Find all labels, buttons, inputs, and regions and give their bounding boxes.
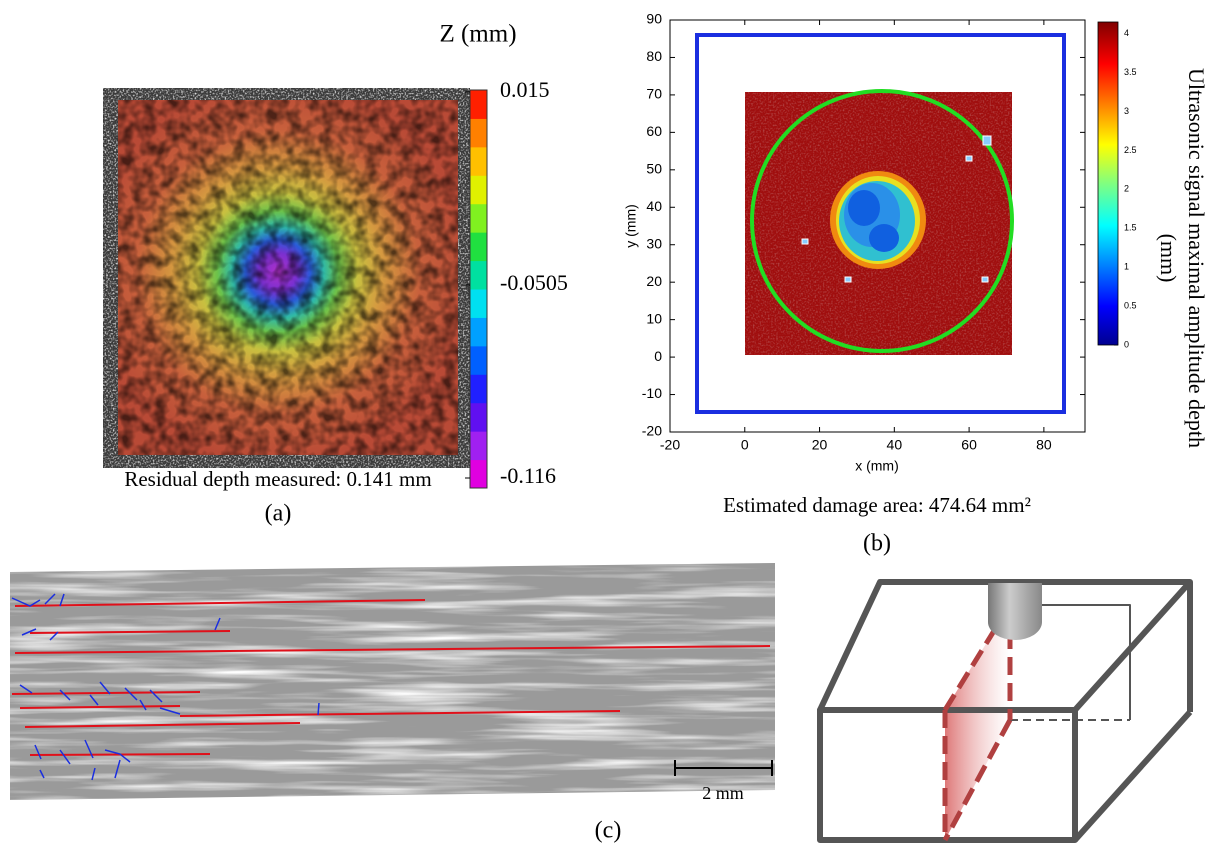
x-tick-label: 0 xyxy=(741,437,749,453)
y-tick-label: 80 xyxy=(646,48,662,64)
colorbar-block xyxy=(470,260,487,290)
y-tick-label: 30 xyxy=(646,235,662,251)
caption: Estimated damage area: 474.64 mm² xyxy=(723,493,1031,517)
colorbar-tick-label: 0.5 xyxy=(1124,300,1137,310)
panel-label: (a) xyxy=(265,501,292,527)
specimen-schematic xyxy=(817,579,1193,843)
y-tick-label: 90 xyxy=(646,11,662,27)
colorbar-frame xyxy=(469,89,488,489)
colorbar-tick-label: 1.5 xyxy=(1124,223,1137,233)
x-tick-label: 60 xyxy=(961,437,977,453)
y-tick-label: 0 xyxy=(654,348,662,364)
colorbar-block xyxy=(470,146,487,176)
colorbar-block xyxy=(470,459,487,489)
colorbar-tick-label: 1 xyxy=(1124,262,1129,272)
ultrasonic-map xyxy=(695,33,1066,414)
y-tick-label: 40 xyxy=(646,198,662,214)
x-tick-label: 80 xyxy=(1036,437,1052,453)
colorbar-label: (mm) xyxy=(1156,234,1181,283)
panel-label: (c) xyxy=(595,818,622,844)
colorbar-block xyxy=(470,90,487,119)
y-tick-label: -20 xyxy=(642,423,662,439)
colorbar-tick-label: -0.116 xyxy=(500,463,556,488)
y-tick-label: 10 xyxy=(646,310,662,326)
caption: Residual depth measured: 0.141 mm xyxy=(124,467,431,491)
x-axis-label: x (mm) xyxy=(855,458,899,474)
colorbar-tick-label: 4 xyxy=(1124,28,1129,38)
colorbar-b xyxy=(1097,21,1119,346)
y-tick-label: 70 xyxy=(646,86,662,102)
colorbar-block xyxy=(470,317,487,347)
colorbar-tick-label: 2 xyxy=(1124,184,1129,194)
colorbar-tick-label: 2.5 xyxy=(1124,145,1137,155)
colorbar-block xyxy=(470,431,487,461)
colorbar-a: 0.015 -0.0505 -0.116 xyxy=(465,77,568,489)
colorbar-label: Ultrasonic signal maximal amplitude dept… xyxy=(1184,68,1209,448)
colorbar-block xyxy=(470,374,487,404)
axes-b: -20 0 20 40 60 80 -20 -10 0 10 20 30 40 50 60 70 80 90 0 0.… xyxy=(642,11,1137,453)
colorbar-block xyxy=(470,289,487,318)
colorbar-block xyxy=(470,345,487,375)
scale-bar xyxy=(674,760,773,776)
colorbar-tick-label: 0.015 xyxy=(500,77,550,102)
panel-a-image xyxy=(103,88,470,468)
panel-label: (b) xyxy=(863,531,891,557)
colorbar-block xyxy=(470,175,487,205)
colorbar-block xyxy=(470,118,487,148)
x-tick-label: 20 xyxy=(812,437,828,453)
colorbar-tick-label: 3 xyxy=(1124,106,1129,116)
scale-label: 2 mm xyxy=(702,783,744,803)
colorbar-title: Z (mm) xyxy=(439,21,516,48)
colorbar-block xyxy=(470,203,487,233)
x-tick-label: -20 xyxy=(660,437,680,453)
colorbar-block xyxy=(470,402,487,432)
y-tick-label: 20 xyxy=(646,273,662,289)
colorbar-tick-label: 3.5 xyxy=(1124,67,1137,77)
y-tick-label: -10 xyxy=(642,385,662,401)
y-tick-label: 60 xyxy=(646,123,662,139)
y-axis-label: y (mm) xyxy=(623,204,639,248)
colorbar-tick-label: 0 xyxy=(1124,339,1129,349)
x-tick-label: 40 xyxy=(887,437,903,453)
y-tick-label: 50 xyxy=(646,161,662,177)
colorbar-tick-label: -0.0505 xyxy=(500,270,568,295)
colorbar-block xyxy=(470,232,487,262)
micrograph xyxy=(10,563,775,800)
